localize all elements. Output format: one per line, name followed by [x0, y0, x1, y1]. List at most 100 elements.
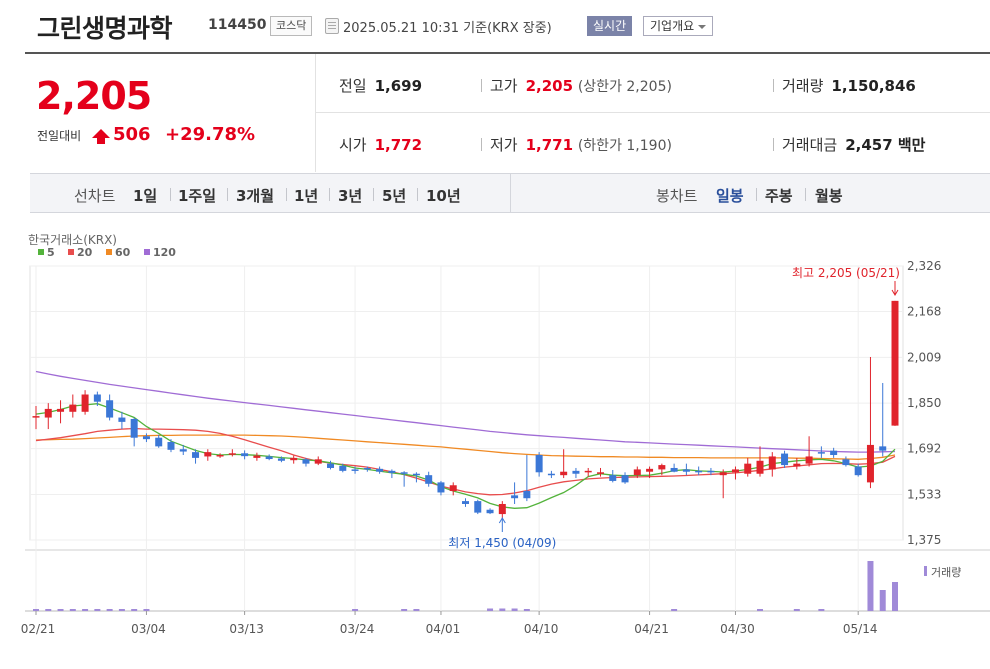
candle-body — [130, 418, 138, 438]
stock-header: 그린생명과학 114450 코스닥 2025.05.21 10:31 기준(KR… — [0, 0, 990, 52]
trade-value: 2,457 백만 — [845, 136, 926, 154]
low-cell: 저가 1,771 (하한가 1,190) — [481, 134, 672, 155]
candle-body — [462, 501, 469, 504]
low-annotation: 최저 1,450 (04/09) — [448, 536, 556, 550]
divider — [315, 112, 990, 113]
candle-body — [535, 455, 543, 473]
candle-body — [253, 455, 261, 458]
ma-line-20 — [35, 427, 896, 496]
price-tick-label: 1,692 — [907, 442, 941, 456]
tab-1d[interactable]: 1일 — [133, 187, 158, 205]
divider — [315, 54, 316, 172]
candle-body — [560, 471, 568, 476]
candle-body — [339, 465, 347, 471]
separator — [481, 138, 482, 151]
tab-10y[interactable]: 10년 — [426, 187, 461, 205]
trade-value-cell: 거래대금 2,457 백만 — [773, 134, 925, 155]
volume-bar — [94, 609, 101, 611]
candle-body — [646, 468, 654, 472]
legend-label-120: 120 — [153, 246, 176, 259]
candle-body — [633, 469, 641, 476]
open-cell: 시가 1,772 — [339, 134, 422, 155]
volume-bar — [118, 609, 125, 611]
high-cell: 고가 2,205 (상한가 2,205) — [481, 75, 672, 96]
realtime-button[interactable]: 실시간 — [587, 16, 633, 36]
candle-body — [719, 472, 727, 476]
quote-datetime: 2025.05.21 10:31 기준(KRX 장중) — [343, 21, 552, 36]
tab-5y[interactable]: 5년 — [382, 187, 407, 205]
separator — [170, 188, 171, 201]
candle-body — [376, 468, 384, 472]
chart-period-tabs: 선차트 1일 1주일 3개월 1년 3년 5년 10년 봉차트 일봉 주봉 월봉 — [30, 173, 990, 213]
high-arrow-head-icon — [891, 289, 899, 296]
ma-line-60 — [35, 434, 896, 460]
calendar-icon — [325, 18, 339, 34]
candle-body — [707, 470, 715, 473]
volume-value: 1,150,846 — [831, 77, 916, 95]
chart-legend: 5 20 60 120 — [38, 246, 176, 259]
candle-body — [523, 491, 531, 499]
candle-body — [290, 457, 298, 461]
separator — [773, 138, 774, 151]
legend-swatch-60 — [106, 249, 112, 255]
change-value: 506 — [113, 124, 151, 145]
high-label: 고가 — [490, 77, 518, 95]
date-tick-label: 04/01 — [426, 622, 461, 636]
candle-body — [192, 452, 200, 458]
chevron-down-icon — [698, 24, 707, 29]
candle-body — [866, 444, 874, 483]
company-overview-dropdown[interactable]: 기업개요 — [643, 16, 714, 36]
date-tick-label: 03/24 — [340, 622, 375, 636]
stock-code: 114450 — [208, 17, 267, 33]
separator — [481, 79, 482, 92]
tab-3y[interactable]: 3년 — [338, 187, 363, 205]
separator — [227, 188, 228, 201]
tab-1w[interactable]: 1주일 — [178, 187, 217, 205]
volume-bar — [671, 609, 678, 611]
candle-body — [179, 449, 187, 452]
candles — [32, 300, 899, 519]
date-axis: 02/21 03/04 03/13 03/24 04/01 04/10 04/21 04/30… — [21, 611, 877, 636]
price-tick-label: 2,168 — [907, 305, 941, 319]
volume-cell: 거래량 1,150,846 — [773, 75, 916, 96]
tab-3m[interactable]: 3개월 — [236, 187, 275, 205]
volume-bar — [413, 609, 420, 611]
prev-close-cell: 전일 1,699 — [339, 75, 422, 96]
candle-body — [69, 404, 77, 412]
volume-bar — [57, 609, 64, 611]
date-tick-label: 04/10 — [524, 622, 559, 636]
candle-body — [388, 470, 396, 473]
legend-swatch-20 — [68, 249, 74, 255]
candle-body — [842, 459, 850, 466]
price-tick-label: 2,009 — [907, 350, 941, 364]
tab-weekly[interactable]: 주봉 — [765, 187, 793, 205]
open-label: 시가 — [339, 136, 367, 154]
volume-bar — [33, 609, 39, 611]
quote-panel: 2,205 전일대비 506 +29.78% 전일 1,699 시가 1,772 고… — [25, 52, 990, 172]
chart-annotations: 최고 2,205 (05/21) 최저 1,450 (04/09) — [448, 266, 900, 550]
ma-line-5 — [35, 403, 896, 509]
separator — [805, 188, 806, 201]
candle-body — [155, 437, 163, 447]
candle-body — [511, 495, 519, 499]
separator — [329, 188, 330, 201]
divider — [510, 174, 511, 212]
date-tick-label: 03/13 — [229, 622, 264, 636]
candle-body — [265, 456, 273, 460]
tab-1y[interactable]: 1년 — [294, 187, 319, 205]
volume-legend-label: 거래량 — [931, 566, 961, 579]
volume-bar — [757, 609, 764, 611]
candle-body — [216, 455, 224, 457]
volume-bar — [487, 608, 494, 611]
legend-swatch-120 — [144, 249, 150, 255]
low-value: 1,771 — [525, 136, 574, 154]
volume-bar — [879, 590, 886, 611]
trade-value-label: 거래대금 — [782, 136, 838, 154]
candle-body — [498, 503, 506, 515]
candle-body — [241, 453, 249, 457]
date-tick-label: 04/21 — [634, 622, 669, 636]
tab-monthly[interactable]: 월봉 — [815, 187, 843, 205]
tab-daily[interactable]: 일봉 — [716, 187, 744, 205]
candle-body — [830, 450, 838, 456]
volume-bar — [106, 609, 113, 611]
